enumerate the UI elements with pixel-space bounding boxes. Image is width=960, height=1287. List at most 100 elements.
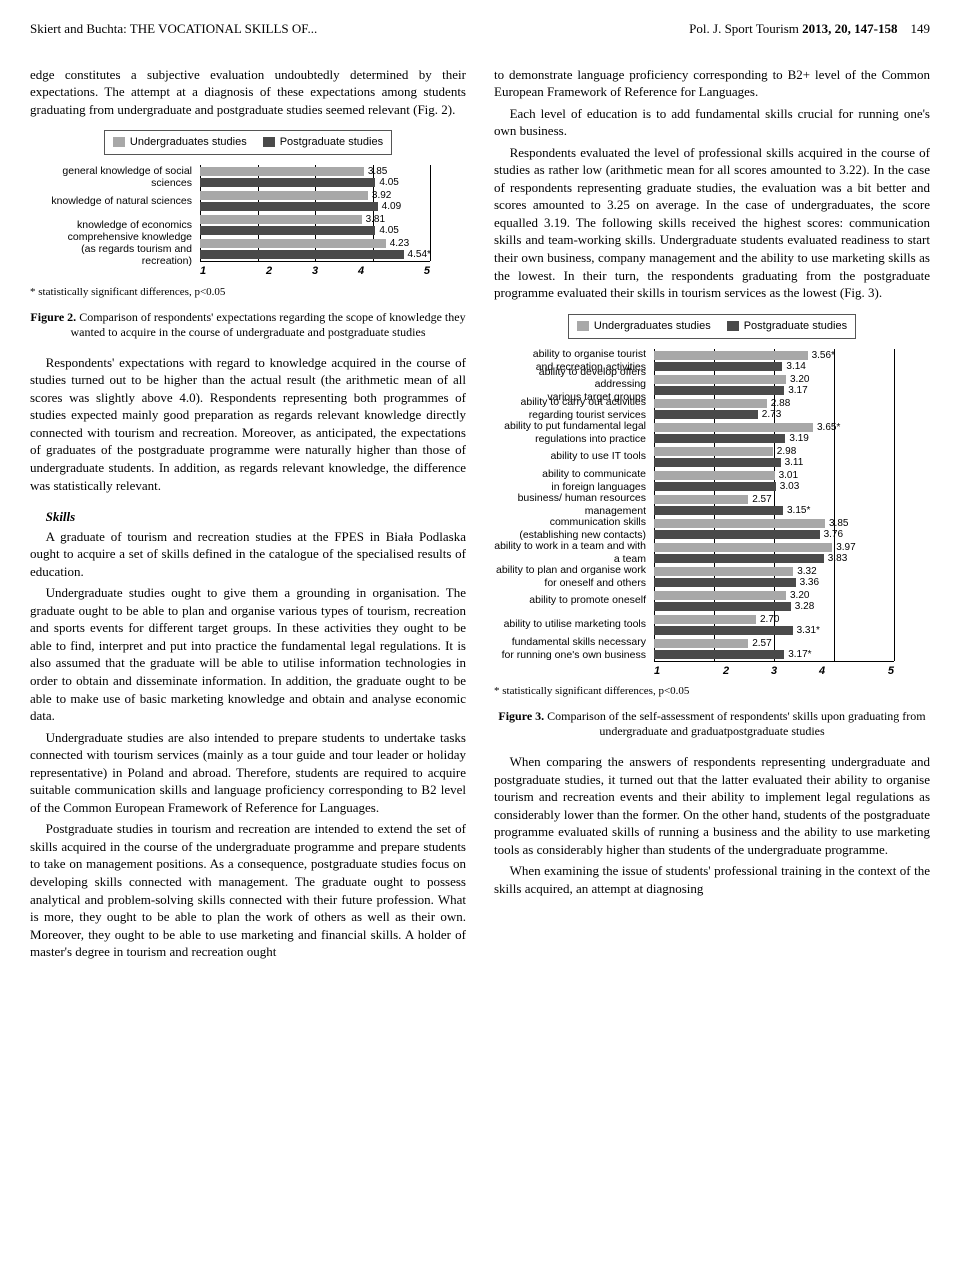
running-header: Skiert and Buchta: THE VOCATIONAL SKILLS… xyxy=(30,20,930,38)
legend-item-postgrad: Postgraduate studies xyxy=(727,319,847,334)
para: edge constitutes a subjective evaluation… xyxy=(30,66,466,119)
axis-tick: 2 xyxy=(702,664,750,679)
chart-row: 3.203.28 xyxy=(654,589,894,613)
bar-postgrad: 3.15* xyxy=(654,506,783,515)
axis-tick: 4 xyxy=(798,664,846,679)
legend-swatch-undergrad xyxy=(577,321,589,331)
bar-undergrad: 3.20 xyxy=(654,375,786,384)
chart-row: 4.234.54* xyxy=(200,237,430,261)
legend-swatch-undergrad xyxy=(113,137,125,147)
legend-swatch-postgrad xyxy=(263,137,275,147)
axis-tick: 2 xyxy=(246,264,292,279)
bar-undergrad: 2.98 xyxy=(654,447,773,456)
figure-3-chart: ability to organise touristand recreatio… xyxy=(494,349,930,679)
chart-row-label: ability to promote oneself xyxy=(494,589,654,613)
chart-row-label: communication skills(establishing new co… xyxy=(494,517,654,541)
chart-row-label: ability to use IT tools xyxy=(494,445,654,469)
fig3-caption: Figure 3. Comparison of the self-assessm… xyxy=(494,709,930,739)
bar-value: 3.56* xyxy=(812,349,835,363)
chart-row: 2.57 3.15* xyxy=(654,493,894,517)
axis-tick: 1 xyxy=(200,264,246,279)
chart-row-label: ability to put fundamental legalregulati… xyxy=(494,421,654,445)
legend-item-undergrad: Undergraduates studies xyxy=(113,135,247,150)
bar-postgrad: 3.17* xyxy=(654,650,784,659)
bar-undergrad: 3.65* xyxy=(654,423,813,432)
bar-value: 4.23 xyxy=(390,237,409,251)
bar-value: 4.05 xyxy=(379,224,398,238)
para: When comparing the answers of respondent… xyxy=(494,753,930,858)
bar-value: 3.15* xyxy=(787,504,810,518)
chart-row: 3.853.76 xyxy=(654,517,894,541)
section-heading-skills: Skills xyxy=(30,508,466,526)
para: Undergraduate studies ought to give them… xyxy=(30,584,466,724)
header-left: Skiert and Buchta: THE VOCATIONAL SKILLS… xyxy=(30,20,317,38)
chart-row-label: general knowledge of social sciences xyxy=(30,165,200,189)
bar-postgrad: 4.05 xyxy=(200,226,375,235)
para: Each level of education is to add fundam… xyxy=(494,105,930,140)
legend-swatch-postgrad xyxy=(727,321,739,331)
chart-row: 3.56* 3.14 xyxy=(654,349,894,373)
bar-undergrad: 3.32 xyxy=(654,567,793,576)
left-column: edge constitutes a subjective evaluation… xyxy=(30,66,466,965)
bar-undergrad: 2.70 xyxy=(654,615,756,624)
chart-row: 3.65*3.19 xyxy=(654,421,894,445)
bar-value: 3.14 xyxy=(786,360,805,374)
bar-undergrad: 4.23 xyxy=(200,239,386,248)
para: Respondents evaluated the level of profe… xyxy=(494,144,930,302)
bar-postgrad: 3.03 xyxy=(654,482,776,491)
bar-value: 3.76 xyxy=(824,528,843,542)
chart-row-label: fundamental skills necessaryfor running … xyxy=(494,637,654,661)
bar-value: 4.05 xyxy=(379,176,398,190)
fig3-footnote: * statistically significant differences,… xyxy=(494,684,930,699)
bar-undergrad: 3.01 xyxy=(654,471,775,480)
chart-row: 2.573.17* xyxy=(654,637,894,661)
bar-value: 3.03 xyxy=(780,480,799,494)
header-right: Pol. J. Sport Tourism 2013, 20, 147-158 … xyxy=(689,20,930,38)
bar-undergrad: 2.88 xyxy=(654,399,767,408)
fig2-footnote: * statistically significant differences,… xyxy=(30,285,466,300)
bar-value: 3.36 xyxy=(800,576,819,590)
chart-row-label: ability to plan and organise workfor one… xyxy=(494,565,654,589)
bar-value: 2.57 xyxy=(752,637,771,651)
para: When examining the issue of students' pr… xyxy=(494,862,930,897)
bar-undergrad: 2.57 xyxy=(654,495,748,504)
chart-row-label: knowledge of natural sciences xyxy=(30,189,200,213)
bar-undergrad: 3.85 xyxy=(654,519,825,528)
bar-value: 3.11 xyxy=(785,456,804,470)
axis-tick: 1 xyxy=(654,664,702,679)
axis-tick: 3 xyxy=(750,664,798,679)
fig3-legend: Undergraduates studies Postgraduate stud… xyxy=(568,314,856,339)
para: to demonstrate language proficiency corr… xyxy=(494,66,930,101)
chart-row-label: ability to utilise marketing tools xyxy=(494,613,654,637)
bar-value: 3.28 xyxy=(795,600,814,614)
bar-value: 3.83 xyxy=(828,552,847,566)
bar-value: 2.70 xyxy=(760,613,779,627)
chart-row: 3.20 3.17 xyxy=(654,373,894,397)
para: Undergraduate studies are also intended … xyxy=(30,729,466,817)
chart-row: 3.924.09 xyxy=(200,189,430,213)
axis-tick: 4 xyxy=(338,264,384,279)
chart-row: 2.98 3.11 xyxy=(654,445,894,469)
bar-postgrad: 3.11 xyxy=(654,458,781,467)
bar-postgrad: 3.36 xyxy=(654,578,796,587)
bar-postgrad: 4.54* xyxy=(200,250,404,259)
chart-row-label: comprehensive knowledge(as regards touri… xyxy=(30,237,200,261)
fig2-caption: Figure 2. Comparison of respondents' exp… xyxy=(30,310,466,340)
chart-row: 2.703.31* xyxy=(654,613,894,637)
legend-item-postgrad: Postgraduate studies xyxy=(263,135,383,150)
bar-postgrad: 3.14 xyxy=(654,362,782,371)
bar-postgrad: 4.05 xyxy=(200,178,375,187)
bar-undergrad: 3.81 xyxy=(200,215,362,224)
chart-row-label: ability to work in a team and with a tea… xyxy=(494,541,654,565)
chart-row: 3.01 3.03 xyxy=(654,469,894,493)
bar-postgrad: 3.19 xyxy=(654,434,785,443)
para: Postgraduate studies in tourism and recr… xyxy=(30,820,466,960)
axis-tick: 3 xyxy=(292,264,338,279)
bar-undergrad: 2.57 xyxy=(654,639,748,648)
chart-row-label: business/ human resources management xyxy=(494,493,654,517)
para: A graduate of tourism and recreation stu… xyxy=(30,528,466,581)
chart-row: 3.854.05 xyxy=(200,165,430,189)
bar-postgrad: 3.17 xyxy=(654,386,784,395)
bar-value: 3.19 xyxy=(789,432,808,446)
bar-undergrad: 3.92 xyxy=(200,191,368,200)
